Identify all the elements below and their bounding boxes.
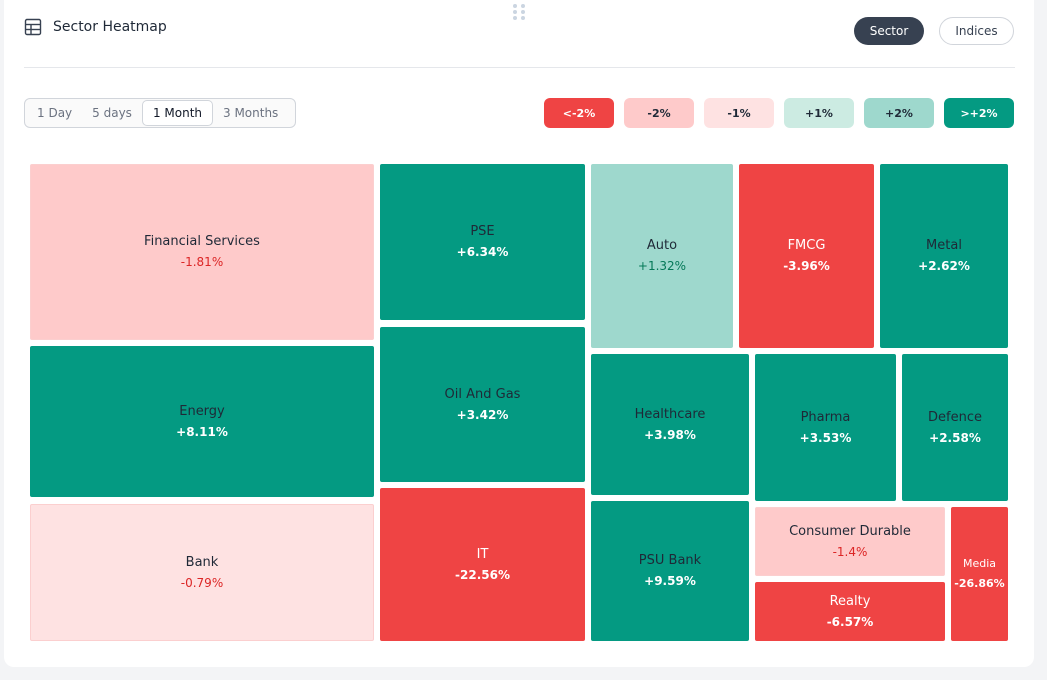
sector-tile-fmcg[interactable]: FMCG -3.96% (739, 164, 874, 348)
sector-change: +1.32% (637, 259, 687, 273)
legend-chip: +1% (784, 98, 854, 128)
sector-change: +3.53% (799, 430, 852, 445)
sector-tile-pse[interactable]: PSE +6.34% (380, 164, 585, 320)
divider (24, 67, 1015, 68)
indices-toggle-button[interactable]: Indices (939, 17, 1014, 45)
sector-change: +9.59% (644, 574, 696, 588)
sector-tile-oil-and-gas[interactable]: Oil And Gas +3.42% (380, 327, 585, 482)
time-range-selector: 1 Day 5 days 1 Month 3 Months (24, 98, 296, 128)
sector-tile-media[interactable]: Media -26.86% (951, 507, 1008, 641)
legend-chip: >+2% (944, 98, 1014, 128)
sector-change: +2.58% (929, 430, 981, 445)
legend-chip: -2% (624, 98, 694, 128)
sector-change: +3.42% (456, 407, 509, 422)
sector-name: Bank (185, 554, 219, 570)
sector-name: Media (962, 557, 997, 570)
sector-change: -26.86% (954, 577, 1005, 590)
sector-change: +6.34% (456, 245, 509, 259)
sector-name: Energy (179, 403, 225, 419)
sector-name: PSU Bank (638, 553, 702, 568)
sector-tile-it[interactable]: IT -22.56% (380, 488, 585, 641)
sector-toggle-button[interactable]: Sector (854, 17, 924, 45)
sector-tile-defence[interactable]: Defence +2.58% (902, 354, 1008, 501)
sector-name: Healthcare (634, 406, 706, 422)
sector-tile-auto[interactable]: Auto +1.32% (591, 164, 733, 348)
drag-handle-icon[interactable] (513, 4, 525, 20)
sector-change: +8.11% (176, 424, 228, 439)
range-1-month-button[interactable]: 1 Month (141, 100, 213, 126)
legend-chip: +2% (864, 98, 934, 128)
sector-tile-energy[interactable]: Energy +8.11% (30, 346, 374, 497)
range-3-months-button[interactable]: 3 Months (223, 106, 279, 120)
sector-name: Auto (646, 238, 678, 253)
sector-change: -6.57% (826, 614, 874, 629)
sector-change: +2.62% (918, 259, 970, 273)
page-title: Sector Heatmap (53, 19, 167, 35)
sector-change: -1.81% (180, 255, 224, 269)
sector-name: Metal (926, 238, 962, 253)
sector-name: IT (476, 546, 489, 562)
sector-tile-consumer-durable[interactable]: Consumer Durable -1.4% (755, 507, 945, 576)
sector-tile-financial-services[interactable]: Financial Services -1.81% (30, 164, 374, 340)
header: Sector Heatmap (24, 18, 167, 36)
sector-change: -22.56% (455, 567, 510, 582)
sector-name: FMCG (787, 238, 826, 253)
range-1-day-button[interactable]: 1 Day (37, 106, 73, 120)
sector-change: +3.98% (644, 427, 696, 442)
sector-name: Defence (928, 409, 982, 425)
sector-change: -3.96% (783, 259, 830, 273)
sector-change: -0.79% (180, 575, 224, 590)
sector-tile-realty[interactable]: Realty -6.57% (755, 582, 945, 641)
sector-name: Realty (829, 593, 871, 609)
sector-name: Oil And Gas (444, 386, 521, 402)
sector-tile-metal[interactable]: Metal +2.62% (880, 164, 1008, 348)
sector-name: Pharma (800, 409, 851, 425)
sector-change: -1.4% (832, 544, 868, 559)
sector-name: Financial Services (144, 234, 260, 249)
sector-tile-pharma[interactable]: Pharma +3.53% (755, 354, 896, 501)
sector-tile-psu-bank[interactable]: PSU Bank +9.59% (591, 501, 749, 641)
legend-chip: <-2% (544, 98, 614, 128)
legend-chip: -1% (704, 98, 774, 128)
sector-tile-healthcare[interactable]: Healthcare +3.98% (591, 354, 749, 495)
range-5-days-button[interactable]: 5 days (92, 106, 132, 120)
sector-name: Consumer Durable (789, 523, 911, 539)
sector-name: PSE (470, 224, 495, 239)
table-icon (24, 18, 42, 36)
sector-tile-bank[interactable]: Bank -0.79% (30, 504, 374, 641)
